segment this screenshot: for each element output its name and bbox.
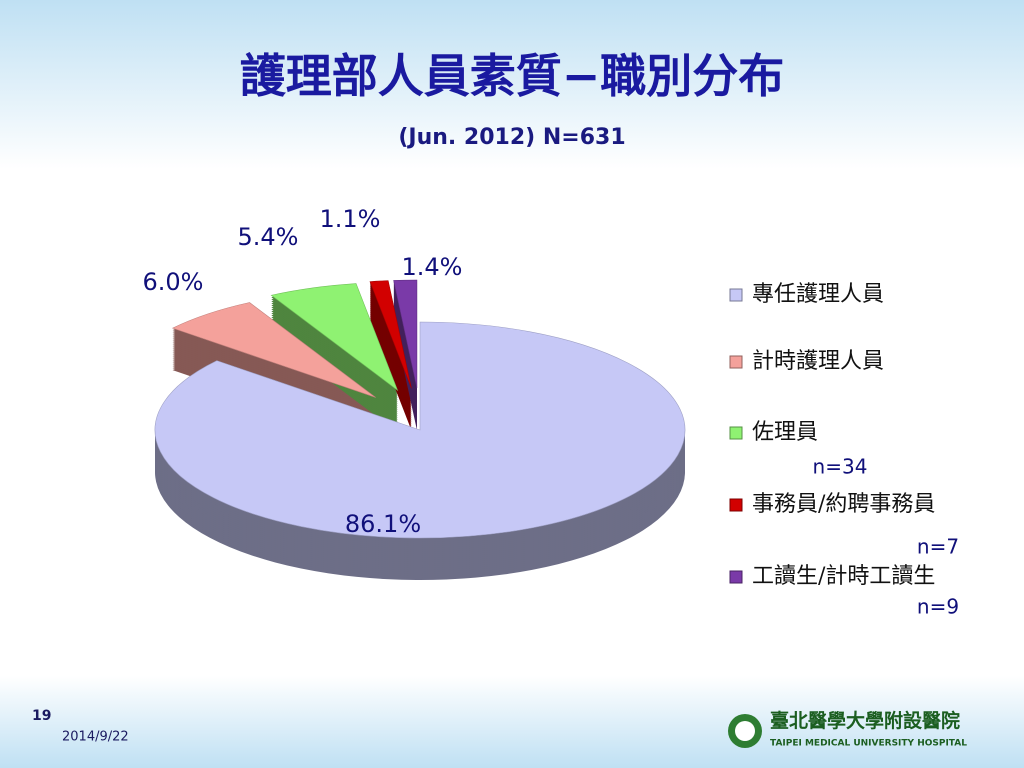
legend-label: 工讀生/計時工讀生 bbox=[752, 564, 935, 589]
slice-side bbox=[369, 308, 412, 417]
slice bbox=[369, 280, 412, 389]
slice-side bbox=[369, 282, 412, 391]
slice-side bbox=[369, 292, 412, 401]
slice bbox=[393, 279, 418, 389]
date: 2014/9/22 bbox=[62, 730, 129, 745]
slice-side bbox=[369, 294, 412, 403]
subtitle: (Jun. 2012) N=631 bbox=[398, 125, 625, 150]
slice-side bbox=[369, 306, 412, 415]
slice-side bbox=[369, 310, 412, 419]
legend-swatch bbox=[729, 498, 743, 512]
slice-side bbox=[369, 302, 412, 411]
logo-english: TAIPEI MEDICAL UNIVERSITY HOSPITAL bbox=[770, 739, 967, 749]
data-label: 6.0% bbox=[143, 268, 204, 296]
slice-side bbox=[369, 288, 412, 397]
slice bbox=[171, 302, 376, 398]
logo-name: 臺北醫學大學附設醫院 bbox=[770, 709, 960, 732]
slice-side bbox=[369, 312, 412, 421]
slice-side bbox=[369, 290, 412, 399]
data-label: 1.1% bbox=[320, 205, 381, 233]
data-label: 5.4% bbox=[238, 223, 299, 251]
legend-swatch bbox=[729, 288, 743, 302]
slice-side bbox=[369, 298, 412, 407]
data-label: 86.1% bbox=[345, 510, 421, 538]
slice-side bbox=[369, 314, 412, 423]
legend-label: 佐理員 bbox=[752, 420, 818, 445]
annotation: n=9 bbox=[917, 595, 959, 619]
legend-swatch bbox=[729, 570, 743, 584]
annotation: n=34 bbox=[813, 455, 868, 479]
data-label: 1.4% bbox=[402, 253, 463, 281]
title: 護理部人員素質−職別分布 bbox=[240, 49, 785, 103]
slice-side bbox=[369, 284, 412, 393]
slice-side bbox=[369, 300, 412, 409]
slice-side bbox=[369, 304, 412, 413]
slice-side bbox=[369, 286, 412, 395]
page-number: 19 bbox=[32, 708, 51, 724]
logo-icon-inner bbox=[735, 721, 755, 741]
slice-side bbox=[369, 296, 412, 405]
legend-label: 計時護理人員 bbox=[752, 349, 884, 374]
legend-swatch bbox=[729, 355, 743, 369]
legend-label: 專任護理人員 bbox=[752, 282, 884, 307]
legend-label: 事務員/約聘事務員 bbox=[752, 492, 935, 517]
slice bbox=[270, 283, 399, 392]
legend-swatch bbox=[729, 426, 743, 440]
slice-side bbox=[369, 316, 412, 425]
annotation: n=7 bbox=[917, 535, 959, 559]
pie: 86.1% 6.0% 5.4% 1.1% 1.4% bbox=[143, 205, 686, 580]
slice bbox=[154, 321, 686, 539]
